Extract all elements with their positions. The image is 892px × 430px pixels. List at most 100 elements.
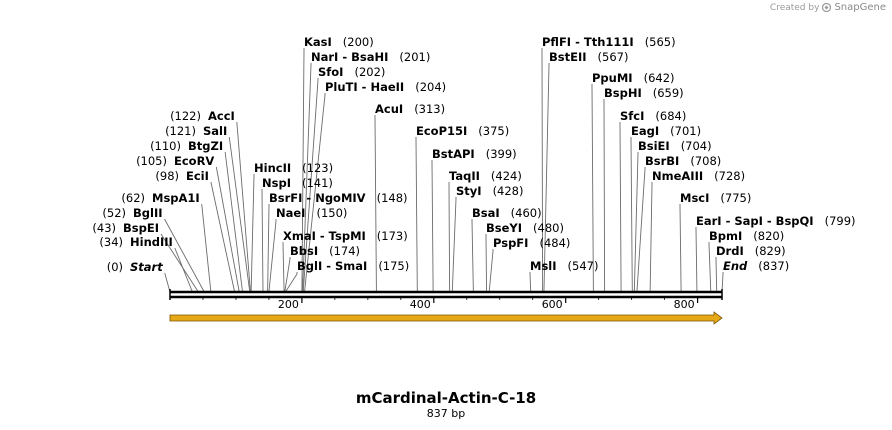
site-name-styi[interactable]: StyI <box>456 184 482 198</box>
site-name-ecii[interactable]: EciI <box>186 169 209 183</box>
leader-msli <box>529 272 532 293</box>
site-position-bgli-smai: (175) <box>378 259 409 273</box>
feature-arrow[interactable] <box>169 311 723 325</box>
credit-brand: SnapGene <box>834 2 886 13</box>
site-position-btgzi: (110) <box>150 139 181 153</box>
site-name-bsai[interactable]: BsaI <box>472 206 500 220</box>
leader-bsrbi <box>636 167 646 293</box>
ruler-label-200: 200 <box>278 298 299 311</box>
site-name-kasi[interactable]: KasI <box>304 35 332 49</box>
site-name-sali[interactable]: SalI <box>203 124 227 138</box>
site-name-hindiii[interactable]: HindIII <box>130 235 173 249</box>
leader-bseyi <box>485 234 488 293</box>
site-name-nspi[interactable]: NspI <box>262 176 291 190</box>
site-name-eari-sapi-bspqi[interactable]: EarI - SapI - BspQI <box>696 214 814 228</box>
site-position-sali: (121) <box>165 124 196 138</box>
leader-bsphi <box>603 99 606 293</box>
site-name-drdi[interactable]: DrdI <box>716 244 744 258</box>
leader-bsiei <box>633 152 639 293</box>
site-position-msli: (547) <box>568 259 599 273</box>
leader-ecorv <box>215 166 240 293</box>
site-name-acui[interactable]: AcuI <box>375 102 403 116</box>
site-name-taqii[interactable]: TaqII <box>449 169 480 183</box>
site-name-msli[interactable]: MslI <box>530 259 557 273</box>
site-name-pspfi[interactable]: PspFI <box>493 236 528 250</box>
site-name-bbsi[interactable]: BbsI <box>290 244 318 258</box>
snapgene-logo-icon <box>822 3 832 12</box>
leader-sali <box>228 136 251 293</box>
ruler-label-400: 400 <box>410 298 431 311</box>
sequence-backbone: 200 400 600 800 <box>169 289 723 325</box>
site-name-ecop15i[interactable]: EcoP15I <box>416 124 467 138</box>
site-position-bpmi: (820) <box>753 229 784 243</box>
leader-eari-sapi-bspqi <box>695 227 698 293</box>
site-name-naei[interactable]: NaeI <box>276 206 305 220</box>
site-position-ecorv: (105) <box>136 154 167 168</box>
site-position-drdi: (829) <box>755 244 786 258</box>
leader-acci <box>236 121 251 293</box>
site-name-bglii[interactable]: BglII <box>133 206 163 220</box>
map-length: 837 bp <box>426 407 466 420</box>
leader-bglii <box>164 218 205 293</box>
leader-bpmi <box>708 242 712 293</box>
leader-drdi <box>715 257 718 293</box>
site-name-ppumi[interactable]: PpuMI <box>592 71 633 85</box>
site-name-hincii[interactable]: HincII <box>254 161 291 175</box>
site-position-nspi: (141) <box>302 176 333 190</box>
site-position-pspfi: (484) <box>539 236 570 250</box>
site-name-sfoi[interactable]: SfoI <box>318 65 343 79</box>
site-position-mspa1i: (62) <box>121 191 145 205</box>
site-name-mspa1i[interactable]: MspA1I <box>152 191 200 205</box>
site-position-acci: (122) <box>170 109 201 123</box>
leader-pluti-haeii <box>304 93 326 293</box>
leader-acui <box>374 115 377 293</box>
leader-ecop15i <box>415 137 418 293</box>
site-position-eagi: (701) <box>670 124 701 138</box>
site-position-bglii: (52) <box>102 206 126 220</box>
leader-bsteii <box>543 63 550 293</box>
site-name-bsrfi-ngomiv[interactable]: BsrFI - NgoMIV <box>269 191 366 205</box>
site-name-start[interactable]: Start <box>130 260 163 274</box>
leader-end <box>721 272 724 293</box>
leader-styi <box>451 197 457 293</box>
site-name-bspei[interactable]: BspEI <box>123 221 159 235</box>
site-name-bpmi[interactable]: BpmI <box>709 229 742 243</box>
site-name-msci[interactable]: MscI <box>680 191 709 205</box>
ruler-label-800: 800 <box>674 298 695 311</box>
site-name-pluti-haeii[interactable]: PluTI - HaeII <box>325 80 404 94</box>
site-name-xmai-tspmi[interactable]: XmaI - TspMI <box>283 229 366 243</box>
site-labels: Start (0) HindIII (34)BspEI (43) BglII (52) Msp… <box>92 35 855 274</box>
leader-taqii <box>448 182 451 293</box>
leader-xmai-tspmi <box>282 242 285 293</box>
site-name-bsiei[interactable]: BsiEI <box>638 139 670 153</box>
site-name-ecorv[interactable]: EcoRV <box>174 154 214 168</box>
site-name-bsphi[interactable]: BspHI <box>604 86 642 100</box>
site-name-nmeaiii[interactable]: NmeAIII <box>652 169 703 183</box>
site-name-eagi[interactable]: EagI <box>631 124 659 138</box>
site-position-sfci: (684) <box>655 109 686 123</box>
site-name-bsrbi[interactable]: BsrBI <box>645 154 679 168</box>
site-position-naei: (150) <box>316 206 347 220</box>
site-position-ecop15i: (375) <box>478 124 509 138</box>
site-name-bgli-smai[interactable]: BglI - SmaI <box>297 259 367 273</box>
site-position-bstapi: (399) <box>486 147 517 161</box>
leader-msci <box>679 204 682 293</box>
leader-mspa1i <box>201 203 212 293</box>
site-name-bstapi[interactable]: BstAPI <box>432 147 475 161</box>
leader-sfci <box>619 122 622 293</box>
site-name-sfci[interactable]: SfcI <box>620 109 644 123</box>
site-name-acci[interactable]: AccI <box>208 109 235 123</box>
leader-hincii <box>250 174 255 293</box>
leader-bgli-smai <box>285 272 298 293</box>
site-position-eari-sapi-bspqi: (799) <box>825 214 856 228</box>
site-name-bseyi[interactable]: BseYI <box>486 221 522 235</box>
site-name-pflfi-tth111i[interactable]: PflFI - Tth111I <box>542 35 634 49</box>
site-name-end[interactable]: End <box>723 259 748 273</box>
site-name-btgzi[interactable]: BtgZI <box>188 139 223 153</box>
site-name-nari-bsahi[interactable]: NarI - BsaHI <box>311 50 388 64</box>
site-name-bsteii[interactable]: BstEII <box>549 50 587 64</box>
leader-nmeaiii <box>649 182 653 293</box>
site-position-kasi: (200) <box>343 35 374 49</box>
leader-bsrfi-ngomiv <box>267 204 270 293</box>
